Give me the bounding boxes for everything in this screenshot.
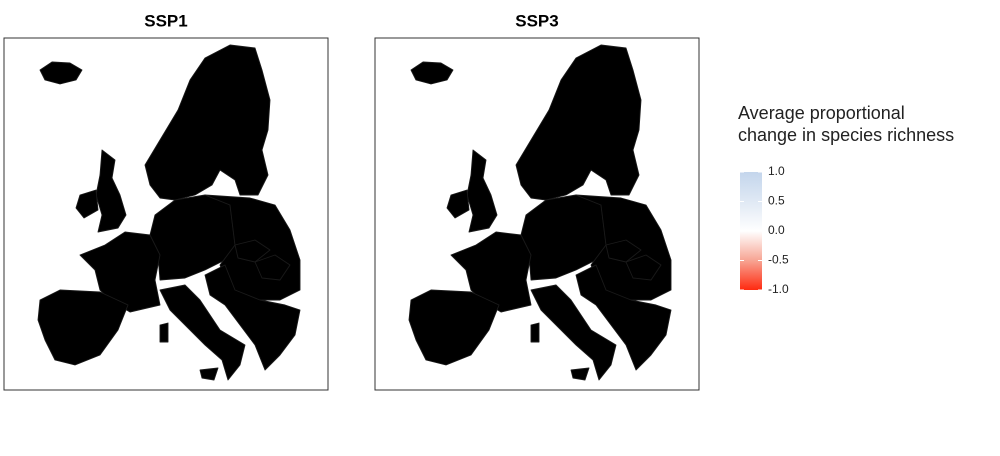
panel-title: SSP1	[144, 11, 187, 30]
legend: Average proportional change in species r…	[738, 103, 954, 296]
map-panel: SSP3	[374, 11, 700, 391]
tick-label: -1.0	[768, 282, 789, 296]
colorbar	[740, 172, 762, 290]
legend-title: Average proportional	[738, 103, 905, 123]
tick-label: 0.0	[768, 223, 785, 237]
tick-label: -0.5	[768, 253, 789, 267]
tick-label: 0.5	[768, 194, 785, 208]
legend-title: change in species richness	[738, 125, 954, 145]
tick-label: 1.0	[768, 164, 785, 178]
map-panel: SSP1	[3, 11, 329, 391]
panel-title: SSP3	[515, 11, 558, 30]
